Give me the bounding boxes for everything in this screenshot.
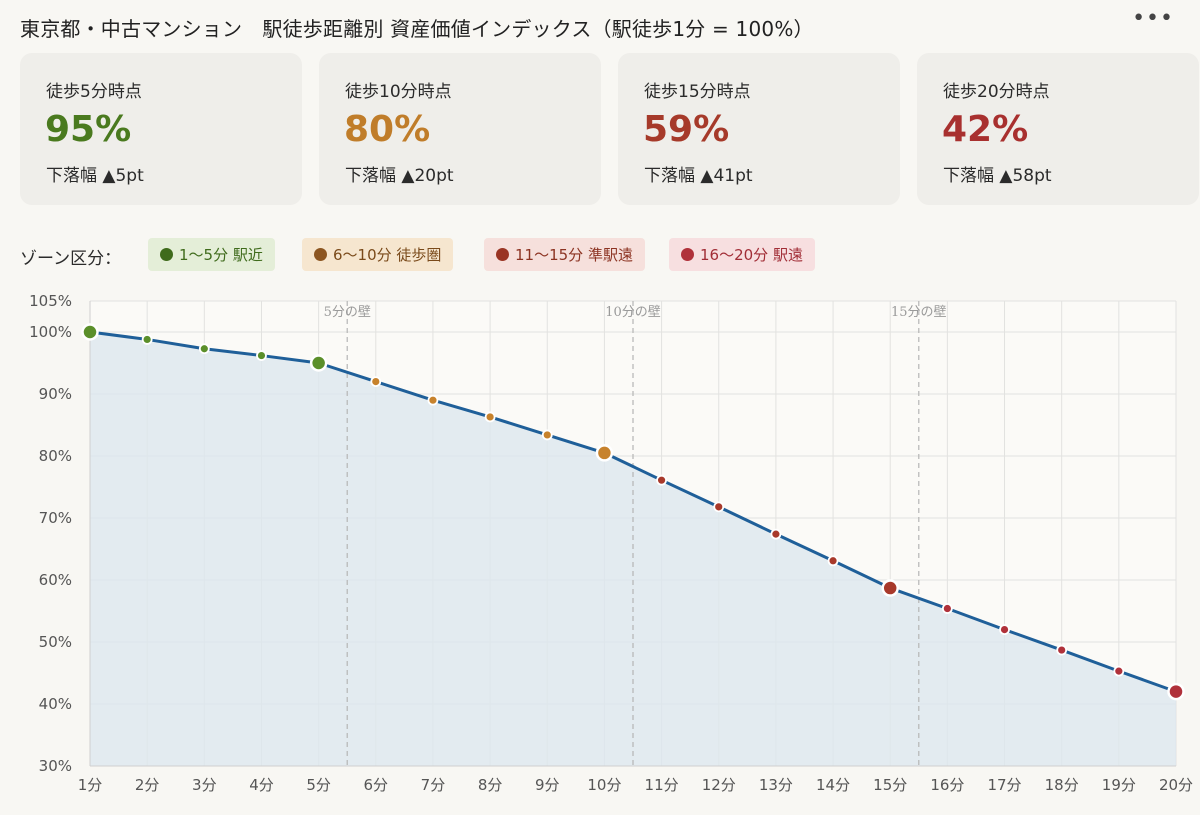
legend-dot: [160, 248, 173, 261]
x-tick-label: 18分: [1045, 776, 1079, 794]
series-line: [89, 330, 1177, 694]
zone-legend: ゾーン区分： 1〜5分 駅近 6〜10分 徒歩圏 11〜15分 準駅遠 16〜2…: [20, 238, 1200, 272]
x-tick-label: 16分: [930, 776, 964, 794]
data-point: [656, 474, 667, 486]
card-drop: 下落幅 ▲41pt: [644, 166, 753, 186]
legend-chip-far[interactable]: 16〜20分 駅遠: [669, 238, 815, 271]
y-tick-label: 90%: [39, 385, 72, 403]
x-tick-label: 14分: [816, 776, 850, 794]
data-point: [713, 501, 725, 513]
x-tick-label: 6分: [364, 776, 389, 794]
data-point: [999, 624, 1010, 636]
milestone-point: [81, 323, 99, 341]
milestone-point: [309, 354, 328, 372]
card-value: 80%: [344, 109, 431, 150]
card-walk-20: 徒歩20分時点 42% 下落幅 ▲58pt: [917, 53, 1199, 205]
y-tick-label: 105%: [29, 292, 72, 310]
data-point: [941, 603, 953, 614]
legend-lead: ゾーン区分：: [20, 249, 122, 269]
legend-dot: [681, 248, 694, 261]
x-tick-label: 17分: [987, 776, 1021, 794]
data-point: [770, 528, 782, 540]
card-walk-10: 徒歩10分時点 80% 下落幅 ▲20pt: [319, 53, 601, 205]
y-tick-label: 40%: [39, 695, 72, 713]
x-tick-label: 4分: [249, 776, 274, 794]
data-point: [827, 555, 839, 567]
y-tick-label: 100%: [29, 323, 72, 341]
legend-label: 11〜15分 準駅遠: [515, 246, 633, 264]
legend-dot: [314, 248, 327, 261]
x-tick-label: 5分: [306, 776, 331, 794]
legend-chip-walk[interactable]: 6〜10分 徒歩圏: [302, 238, 454, 271]
legend-label: 6〜10分 徒歩圏: [333, 246, 442, 264]
x-tick-label: 20分: [1159, 776, 1193, 794]
x-tick-label: 10分: [587, 776, 621, 794]
card-walk-5: 徒歩5分時点 95% 下落幅 ▲5pt: [20, 53, 302, 205]
legend-dot: [496, 248, 509, 261]
y-tick-label: 50%: [39, 633, 72, 651]
card-walk-15: 徒歩15分時点 59% 下落幅 ▲41pt: [618, 53, 900, 205]
data-point: [370, 376, 382, 387]
line-chart: 30% 40% 50% 60% 70% 80% 90% 100% 105% 5分の壁 10分の壁 15…: [29, 292, 1193, 794]
x-tick-label: 7分: [421, 776, 446, 794]
milestone-point: [881, 579, 899, 597]
data-point: [484, 411, 496, 423]
card-value: 42%: [942, 109, 1029, 150]
data-point: [256, 350, 267, 361]
milestone-point: [595, 444, 614, 462]
card-drop: 下落幅 ▲5pt: [46, 166, 144, 186]
legend-chip-semi-far[interactable]: 11〜15分 準駅遠: [484, 238, 645, 271]
x-tick-label: 12分: [702, 776, 736, 794]
legend-label: 1〜5分 駅近: [179, 246, 263, 264]
ellipsis-icon[interactable]: •••: [1132, 6, 1174, 31]
x-tick-label: 1分: [78, 776, 103, 794]
card-drop: 下落幅 ▲20pt: [345, 166, 454, 186]
y-tick-label: 80%: [39, 447, 72, 465]
y-tick-label: 70%: [39, 509, 72, 527]
x-tick-label: 15分: [873, 776, 907, 794]
data-point: [141, 334, 153, 345]
wall-label: 5分の壁: [324, 305, 371, 320]
y-tick-label: 30%: [39, 757, 72, 775]
data-point: [1056, 644, 1068, 656]
card-value: 95%: [45, 109, 132, 150]
x-tick-label: 8分: [478, 776, 503, 794]
x-tick-label: 11分: [645, 776, 679, 794]
milestone-point: [1167, 682, 1185, 701]
x-tick-label: 3分: [192, 776, 217, 794]
x-tick-label: 13分: [759, 776, 793, 794]
card-label: 徒歩15分時点: [644, 82, 751, 102]
data-point: [1113, 665, 1125, 677]
wall-label: 10分の壁: [605, 305, 661, 320]
data-point: [198, 343, 210, 355]
card-label: 徒歩10分時点: [345, 82, 452, 102]
wall-label: 15分の壁: [891, 305, 947, 320]
chart-title: 東京都・中古マンション 駅徒歩距離別 資産価値インデックス（駅徒歩1分 = 10…: [20, 17, 814, 41]
card-label: 徒歩5分時点: [46, 82, 142, 102]
card-drop: 下落幅 ▲58pt: [943, 166, 1052, 186]
card-label: 徒歩20分時点: [943, 82, 1050, 102]
data-point: [427, 394, 439, 406]
summary-cards: 徒歩5分時点 95% 下落幅 ▲5pt 徒歩10分時点 80% 下落幅 ▲20p…: [20, 53, 1200, 205]
y-tick-label: 60%: [39, 571, 72, 589]
x-tick-label: 19分: [1102, 776, 1136, 794]
legend-label: 16〜20分 駅遠: [700, 246, 803, 264]
data-point: [541, 429, 553, 441]
card-value: 59%: [643, 109, 730, 150]
legend-chip-near[interactable]: 1〜5分 駅近: [148, 238, 275, 271]
x-tick-label: 2分: [135, 776, 160, 794]
x-tick-label: 9分: [535, 776, 560, 794]
